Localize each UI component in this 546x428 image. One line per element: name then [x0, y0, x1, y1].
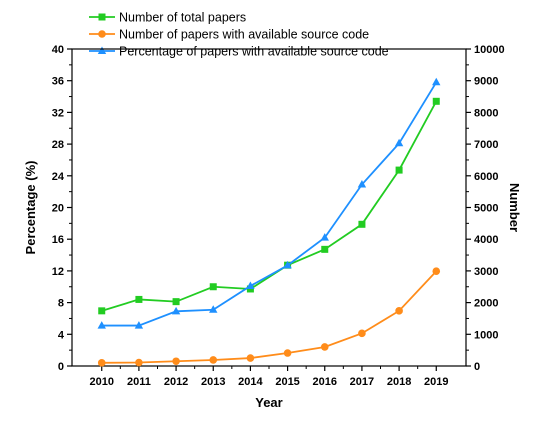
x-tick-label: 2012: [164, 376, 188, 388]
data-point: [432, 97, 440, 105]
data-point: [135, 295, 143, 303]
data-point: [98, 307, 106, 315]
data-point: [395, 166, 403, 174]
data-point: [321, 245, 329, 253]
data-point: [97, 321, 106, 329]
y-right-tick-label: 5000: [474, 203, 498, 215]
series-1: [97, 267, 441, 367]
x-tick-label: 2019: [424, 376, 448, 388]
y-left-tick-label: 20: [52, 203, 64, 215]
y-right-tick-label: 0: [474, 361, 480, 373]
data-point: [246, 281, 255, 289]
series-2: [97, 77, 441, 329]
data-point: [171, 306, 181, 315]
data-point: [97, 359, 106, 367]
y-right-tick-label: 7000: [474, 139, 498, 151]
data-point: [283, 349, 292, 357]
y-left-tick-label: 40: [52, 44, 64, 56]
x-tick-label: 2011: [127, 376, 151, 388]
x-tick-label: 2014: [238, 376, 263, 388]
y-right-tick-label: 1000: [474, 329, 498, 341]
y-left-tick-label: 0: [58, 361, 64, 373]
y-axis-left-title: Percentage (%): [23, 161, 38, 255]
legend: Number of total papers Number of papers w…: [89, 11, 389, 59]
legend-label: Percentage of papers with available sour…: [119, 45, 389, 59]
x-tick-label: 2015: [275, 376, 299, 388]
data-point: [357, 180, 367, 188]
y-left-tick-label: 32: [52, 107, 64, 119]
series-line: [101, 270, 437, 364]
legend-marker: [98, 13, 106, 21]
data-point: [432, 267, 441, 276]
x-tick-label: 2016: [313, 376, 337, 388]
data-point: [358, 220, 366, 228]
data-point: [395, 307, 403, 315]
data-point: [432, 77, 441, 86]
data-point: [394, 138, 404, 147]
y-right-tick-label: 6000: [474, 171, 498, 183]
data-point: [320, 233, 329, 241]
y-right-tick-label: 8000: [474, 107, 498, 119]
series-line: [101, 100, 438, 312]
legend-label: Number of papers with available source c…: [119, 28, 369, 42]
data-point: [172, 357, 180, 366]
legend-marker: [98, 30, 106, 38]
y-right-tick-label: 9000: [474, 76, 498, 88]
y-axis-right-title: Number: [507, 183, 522, 232]
legend-item: Percentage of papers with available sour…: [89, 45, 389, 59]
data-point: [283, 260, 292, 269]
y-left-tick-label: 24: [52, 171, 65, 183]
y-left-tick-label: 8: [58, 298, 64, 310]
y-right-tick-label: 4000: [474, 234, 498, 246]
legend-marker: [97, 46, 107, 54]
legend-item: Number of total papers: [89, 11, 246, 25]
data-point: [209, 305, 218, 313]
plot-frame: [71, 48, 467, 367]
y-right-tick-label: 2000: [474, 298, 498, 310]
y-left-tick-label: 4: [58, 329, 65, 341]
legend-label: Number of total papers: [119, 11, 246, 25]
y-left-tick-label: 28: [52, 139, 64, 151]
data-point: [246, 285, 254, 293]
legend-item: Number of papers with available source c…: [89, 28, 369, 42]
y-right-tick-label: 10000: [474, 44, 505, 56]
data-point: [358, 329, 366, 338]
series-lines: [97, 77, 441, 367]
data-point: [134, 321, 144, 329]
data-point: [320, 343, 329, 351]
series-0: [98, 97, 440, 315]
data-point: [172, 298, 180, 306]
x-tick-label: 2018: [387, 376, 411, 388]
x-tick-label: 2010: [89, 376, 113, 388]
data-point: [209, 356, 218, 364]
axes: 0 4 8 12 16 20 24 28 32 36 40 0 1000 2000 3000 4000 5000…: [52, 44, 505, 388]
y-left-tick-label: 36: [52, 76, 64, 88]
y-right-tick-label: 3000: [474, 266, 498, 278]
series-line: [101, 81, 438, 327]
data-point: [209, 283, 217, 291]
data-point: [246, 354, 255, 362]
x-axis-title: Year: [255, 395, 282, 410]
y-left-tick-label: 12: [52, 266, 64, 278]
data-point: [135, 358, 143, 367]
y-left-tick-label: 16: [52, 234, 64, 246]
x-tick-label: 2017: [350, 376, 374, 388]
x-tick-label: 2013: [201, 376, 225, 388]
